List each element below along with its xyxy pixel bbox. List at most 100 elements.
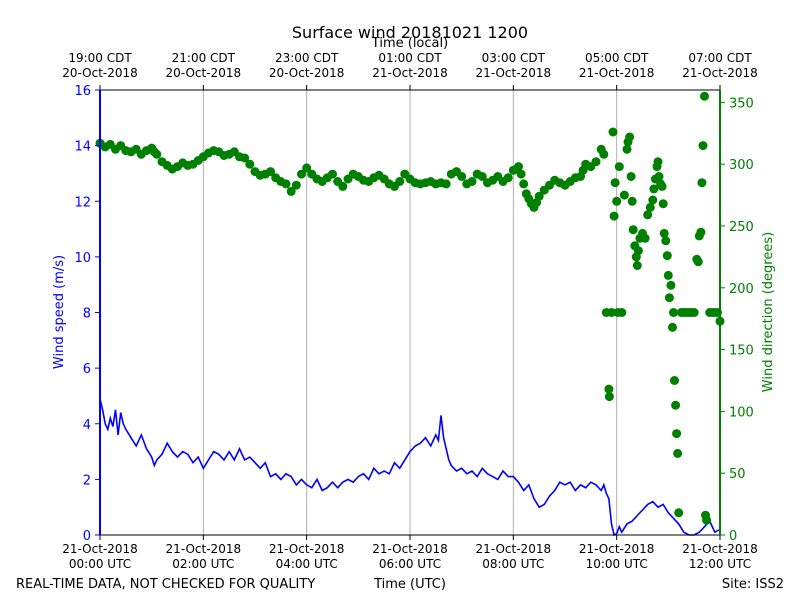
wind-direction-point — [632, 261, 642, 270]
wind-direction-point — [281, 179, 291, 189]
x-tick-label-date: 21-Oct-2018 — [269, 542, 345, 556]
wind-direction-point — [457, 172, 467, 181]
wind-direction-point — [503, 173, 513, 183]
y-tick-label-right: 300 — [729, 158, 754, 173]
quality-disclaimer: REAL-TIME DATA, NOT CHECKED FOR QUALITY — [16, 577, 315, 592]
top-tick-label-date: 20-Oct-2018 — [166, 66, 242, 80]
wind-direction-point — [591, 157, 601, 167]
wind-direction-point — [649, 184, 659, 194]
wind-direction-point — [689, 308, 699, 317]
wind-direction-point — [674, 508, 684, 518]
wind-direction-point — [617, 308, 627, 317]
top-tick-label-time: 01:00 CDT — [378, 51, 442, 65]
y-tick-label-right: 0 — [729, 529, 737, 544]
y-tick-label-left: 12 — [74, 195, 91, 210]
x-tick-label-date: 21-Oct-2018 — [166, 542, 242, 556]
x-tick-label-date: 21-Oct-2018 — [579, 542, 655, 556]
wind-direction-point — [697, 178, 707, 188]
wind-direction-point — [668, 322, 677, 332]
x-tick-label-date: 21-Oct-2018 — [682, 542, 758, 556]
wind-direction-point — [659, 228, 669, 238]
wind-direction-point — [297, 169, 306, 179]
wind-direction-point — [662, 251, 672, 261]
wind-direction-point — [441, 179, 451, 189]
wind-direction-point — [302, 163, 312, 173]
top-axis-label: Time (local) — [371, 36, 448, 51]
wind-direction-point — [614, 162, 624, 172]
chart-title: Surface wind 20181021 1200 — [292, 23, 528, 42]
wind-direction-point — [610, 178, 620, 188]
x-tick-label-time: 06:00 UTC — [379, 557, 441, 571]
wind-direction-point — [519, 179, 529, 189]
y-tick-label-left: 8 — [83, 307, 91, 322]
y-tick-label-right: 200 — [729, 282, 754, 297]
wind-direction-series — [95, 91, 725, 525]
wind-direction-point — [702, 515, 712, 525]
wind-direction-point — [663, 270, 673, 280]
y-tick-label-right: 50 — [729, 467, 746, 482]
wind-direction-point — [152, 149, 162, 159]
wind-direction-point — [291, 180, 301, 190]
y-axis-right-label: Wind direction (degrees) — [761, 232, 776, 392]
y-tick-label-right: 100 — [729, 405, 754, 420]
top-tick-label-date: 21-Oct-2018 — [476, 66, 552, 80]
wind-direction-point — [514, 162, 523, 172]
top-tick-label-date: 21-Oct-2018 — [682, 66, 758, 80]
wind-direction-point — [640, 233, 650, 243]
y-tick-label-left: 10 — [74, 251, 91, 266]
wind-speed-series — [99, 398, 721, 537]
wind-direction-point — [240, 153, 250, 163]
x-tick-label-time: 12:00 UTC — [689, 557, 751, 571]
top-tick-label-time: 21:00 CDT — [172, 51, 236, 65]
wind-direction-point — [516, 169, 526, 179]
wind-direction-point — [607, 308, 616, 317]
y-tick-label-left: 14 — [74, 140, 91, 155]
top-tick-label-date: 21-Oct-2018 — [579, 66, 655, 80]
top-tick-label-time: 19:00 CDT — [68, 51, 132, 65]
y-tick-label-left: 0 — [83, 529, 91, 544]
wind-direction-point — [286, 186, 296, 196]
wind-direction-point — [696, 227, 706, 237]
x-tick-label-time: 08:00 UTC — [482, 557, 544, 571]
wind-direction-point — [693, 257, 703, 267]
wind-direction-point — [619, 190, 629, 200]
wind-direction-point — [604, 384, 614, 394]
wind-direction-point — [672, 429, 682, 439]
wind-direction-point — [477, 172, 487, 181]
wind-direction-point — [654, 172, 664, 181]
wind-direction-point — [664, 293, 674, 303]
wind-direction-point — [657, 181, 667, 191]
wind-direction-point — [338, 181, 348, 191]
wind-direction-point — [658, 199, 668, 209]
y-axis-left-label: Wind speed (m/s) — [52, 255, 67, 369]
top-tick-label-date: 20-Oct-2018 — [269, 66, 345, 80]
x-tick-label-date: 21-Oct-2018 — [476, 542, 552, 556]
y-tick-label-left: 2 — [83, 473, 91, 488]
x-tick-label-time: 04:00 UTC — [276, 557, 338, 571]
top-tick-label-date: 21-Oct-2018 — [372, 66, 448, 80]
wind-direction-point — [648, 195, 658, 205]
wind-direction-point — [671, 400, 681, 410]
wind-direction-point — [700, 91, 709, 101]
x-tick-label-date: 21-Oct-2018 — [62, 542, 138, 556]
x-tick-label-time: 10:00 UTC — [586, 557, 648, 571]
wind-direction-point — [653, 157, 663, 167]
wind-speed-line — [99, 398, 721, 537]
wind-direction-point — [669, 308, 678, 317]
wind-direction-point — [604, 392, 614, 402]
wind-direction-point — [599, 149, 609, 159]
wind-direction-point — [608, 127, 618, 137]
top-tick-label-time: 23:00 CDT — [275, 51, 339, 65]
wind-direction-point — [328, 169, 337, 179]
top-tick-label-time: 03:00 CDT — [482, 51, 546, 65]
site-label: Site: ISS2 — [722, 577, 784, 592]
wind-direction-point — [245, 159, 255, 169]
wind-direction-point — [698, 141, 708, 151]
wind-direction-point — [395, 177, 405, 186]
x-axis-label: Time (UTC) — [373, 577, 446, 592]
wind-direction-point — [673, 448, 683, 458]
wind-direction-point — [628, 225, 638, 235]
wind-direction-point — [612, 196, 622, 206]
